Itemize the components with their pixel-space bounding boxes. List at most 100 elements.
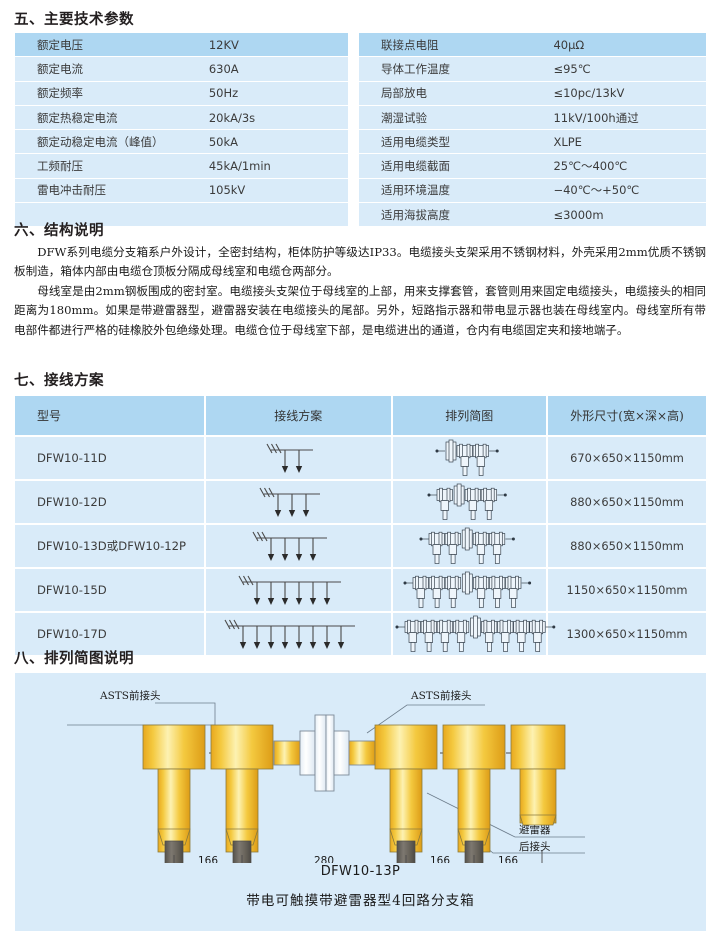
table-row: DFW10-17D 1300×650×1150mm: [15, 612, 706, 655]
section-6-heading: 六、结构说明: [14, 223, 104, 239]
wiring-model: DFW10-15D: [15, 568, 207, 613]
wiring-dimensions: 880×650×1150mm: [547, 480, 706, 525]
spec-value: [194, 202, 348, 228]
bus-flange-left: [314, 714, 327, 792]
connector-unit-4: [442, 724, 506, 863]
wiring-model: DFW10-12D: [15, 480, 207, 525]
spec-row: 潮湿试验 11kV/100h通过: [359, 105, 706, 131]
wiring-scheme-diagram: [205, 436, 393, 481]
spec-row: 适用海拔高度 ≤3000m: [359, 202, 706, 228]
branch-box-diagram: ASTS前接头 ASTS前接头 避雷器 后接头: [67, 689, 585, 863]
wiring-header-row: 型号 接线方案 排列简图 外形尺寸(宽×深×高): [15, 396, 706, 437]
wiring-model: DFW10-17D: [15, 612, 207, 655]
spec-row: [15, 202, 348, 228]
label-arrester: 避雷器: [519, 823, 551, 836]
section-7-heading: 七、接线方案: [14, 373, 104, 389]
wiring-scheme-diagram: [205, 612, 393, 655]
arrangement-illustration-panel: ASTS前接头 ASTS前接头 避雷器 后接头: [15, 673, 706, 931]
wiring-model: DFW10-13D或DFW10-12P: [15, 524, 207, 569]
bus-link-right: [348, 740, 376, 766]
spec-value: 50Hz: [194, 81, 348, 106]
spec-label: 额定频率: [15, 81, 195, 106]
connector-unit-5-arrester: [510, 724, 566, 826]
table-row: DFW10-13D或DFW10-12P 880×650×1150mm: [15, 524, 706, 569]
spec-value: XLPE: [539, 129, 706, 155]
wiring-arrangement-diagram: [391, 524, 549, 569]
wiring-header-arrangement: 排列简图: [391, 396, 549, 437]
spec-label: 额定热稳定电流: [15, 105, 195, 131]
wiring-scheme-diagram: [205, 568, 393, 613]
spec-value: ≤10pc/13kV: [539, 81, 706, 106]
wiring-arrangement-diagram: [391, 568, 549, 613]
table-row: DFW10-15D 1150×650×1150mm: [15, 568, 706, 613]
spec-label: 导体工作温度: [359, 56, 540, 82]
spec-row: 额定动稳定电流（峰值） 50kA: [15, 129, 348, 155]
spec-row: 导体工作温度 ≤95℃: [359, 56, 706, 82]
spec-label: 额定动稳定电流（峰值）: [15, 129, 195, 155]
spec-table-right: 联接点电阻 40μΩ 导体工作温度 ≤95℃ 局部放电 ≤10pc/13kV 潮湿试验 11k…: [359, 33, 706, 228]
wiring-arrangement-diagram: [391, 436, 549, 481]
wiring-header-model: 型号: [15, 396, 207, 437]
spec-value: 45kA/1min: [194, 153, 348, 179]
spec-row: 工频耐压 45kA/1min: [15, 153, 348, 179]
leader-line-arrester: [426, 792, 585, 838]
connector-unit-2: [210, 724, 274, 863]
dim-label-2: 166: [430, 855, 450, 863]
wiring-arrangement-diagram: [391, 480, 549, 525]
spec-row: 额定热稳定电流 20kA/3s: [15, 105, 348, 131]
wiring-dimensions: 1300×650×1150mm: [547, 612, 706, 655]
spec-label: 额定电流: [15, 56, 195, 82]
spec-label: 额定电压: [15, 33, 195, 58]
spec-value: 105kV: [194, 178, 348, 204]
label-rear: 后接头: [519, 840, 551, 853]
label-asts-left: ASTS前接头: [99, 689, 160, 702]
wiring-scheme-diagram: [205, 524, 393, 569]
bus-link-left: [273, 740, 301, 766]
wiring-header-scheme: 接线方案: [205, 396, 393, 437]
spec-value: ≤95℃: [539, 56, 706, 82]
leader-line-asts-right: [366, 704, 485, 734]
spec-row: 适用电缆类型 XLPE: [359, 129, 706, 155]
spec-value: 40μΩ: [539, 33, 706, 58]
leader-line-asts-left: [67, 702, 216, 726]
structure-paragraph-2: 母线室是由2mm钢板围成的密封室。电缆接头支架位于母线室的上部，用来支撑套管，套…: [14, 284, 706, 337]
bus-collar-right: [333, 730, 350, 776]
dim-label-3: 166: [498, 855, 518, 863]
spec-value: ≤3000m: [539, 202, 706, 228]
wiring-scheme-table: 型号 接线方案 排列简图 外形尺寸(宽×深×高) DFW10-11D 670×65…: [15, 396, 706, 655]
spec-label: 局部放电: [359, 81, 540, 106]
table-row: DFW10-12D 880×650×1150mm: [15, 480, 706, 525]
bus-flange-right: [325, 714, 335, 792]
spec-row: 额定电流 630A: [15, 56, 348, 82]
label-asts-right: ASTS前接头: [410, 689, 471, 702]
spec-label: 潮湿试验: [359, 105, 540, 131]
wiring-dimensions: 880×650×1150mm: [547, 524, 706, 569]
wiring-dimensions: 1150×650×1150mm: [547, 568, 706, 613]
spec-label: 适用环境温度: [359, 178, 540, 204]
spec-label: [15, 202, 195, 228]
section-5-heading: 五、主要技术参数: [14, 12, 134, 28]
spec-row: 局部放电 ≤10pc/13kV: [359, 81, 706, 106]
spec-row: 额定频率 50Hz: [15, 81, 348, 106]
spec-value: −40℃～+50℃: [539, 178, 706, 204]
spec-label: 雷电冲击耐压: [15, 178, 195, 204]
spec-value: 12KV: [194, 33, 348, 58]
dimension-line-group: [173, 851, 543, 863]
illustration-caption-description: 带电可触摸带避雷器型4回路分支箱: [246, 893, 475, 909]
connector-unit-1: [142, 724, 206, 863]
wiring-model: DFW10-11D: [15, 436, 207, 481]
wiring-header-dimensions: 外形尺寸(宽×深×高): [547, 396, 706, 437]
spec-label: 适用电缆截面: [359, 153, 540, 179]
structure-paragraph-1: DFW系列电缆分支箱系户外设计，全密封结构，柜体防护等级达IP33。电缆接头支架…: [14, 245, 706, 279]
dim-label-0: 166: [198, 855, 218, 863]
illustration-caption-model: DFW10-13P: [320, 864, 401, 879]
wiring-scheme-diagram: [205, 480, 393, 525]
bus-collar-left: [299, 730, 316, 776]
spec-row: 额定电压 12KV: [15, 33, 348, 58]
spec-label: 适用海拔高度: [359, 202, 540, 228]
spec-row: 适用电缆截面 25℃～400℃: [359, 153, 706, 179]
spec-value: 630A: [194, 56, 348, 82]
spec-row: 联接点电阻 40μΩ: [359, 33, 706, 58]
spec-label: 联接点电阻: [359, 33, 540, 58]
